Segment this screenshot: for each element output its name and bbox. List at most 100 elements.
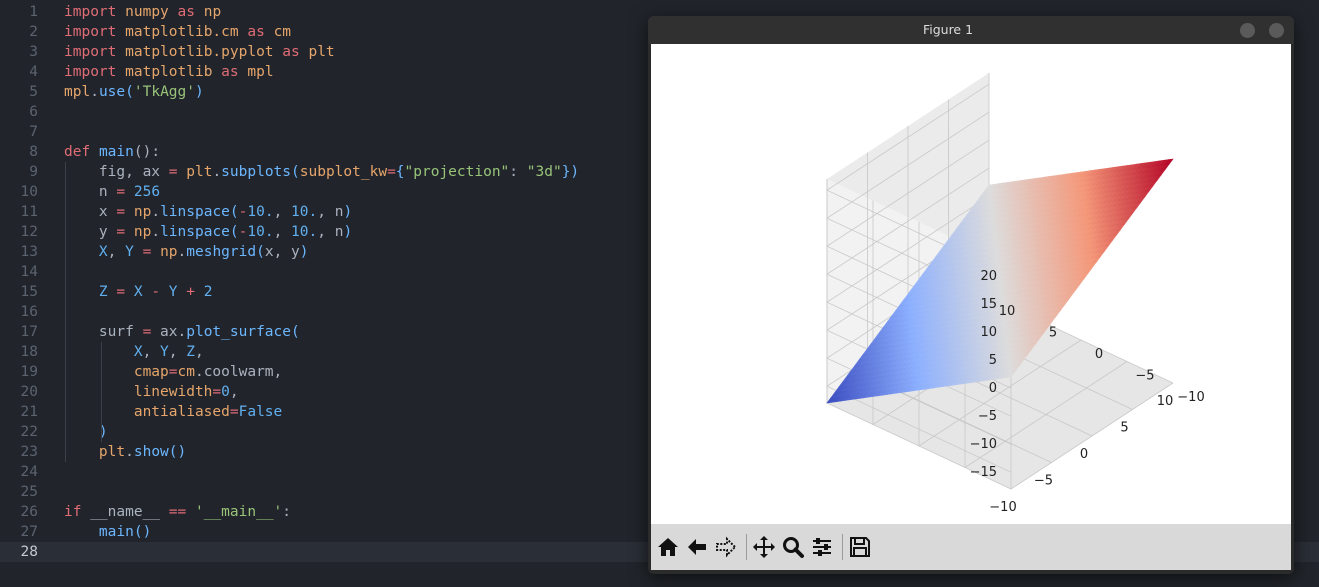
figure-titlebar[interactable]: Figure 1 xyxy=(648,16,1294,44)
code-token xyxy=(116,24,125,40)
pan-icon[interactable] xyxy=(752,535,776,559)
code-token xyxy=(195,4,204,20)
line-number: 3 xyxy=(29,44,38,60)
x-tick-label: 10 xyxy=(1157,394,1174,409)
zoom-icon[interactable] xyxy=(781,535,805,559)
code-text: surf = ax.plot_surface( xyxy=(64,322,300,342)
figure-window[interactable]: Figure 1 −10 −5 0 5 10 −10 −5 0 5 10 −15 −10 −5 0 5 10 1… xyxy=(648,16,1294,574)
code-token xyxy=(265,24,274,40)
code-line[interactable]: 7 xyxy=(0,122,1319,142)
code-line[interactable]: 26 if __name__ == '__main__': xyxy=(0,502,1319,522)
code-line[interactable]: 21 antialiased=False xyxy=(0,402,1319,422)
code-line[interactable]: 22 ) xyxy=(0,422,1319,442)
code-token: use xyxy=(98,84,126,100)
plot-canvas[interactable]: −10 −5 0 5 10 −10 −5 0 5 10 −15 −10 −5 0 5 10 15 20 xyxy=(651,44,1291,524)
code-line[interactable]: 10 n = 256 xyxy=(0,182,1319,202)
surface-patch xyxy=(984,183,995,191)
code-token: as xyxy=(177,4,195,20)
minimize-button[interactable] xyxy=(1240,23,1255,38)
code-line[interactable]: 15 Z = X - Y + 2 xyxy=(0,282,1319,302)
code-token: Z xyxy=(98,284,108,300)
code-line[interactable]: 17 surf = ax.plot_surface( xyxy=(0,322,1319,342)
code-token: n xyxy=(64,184,117,200)
save-icon[interactable] xyxy=(848,535,872,559)
code-line[interactable]: 2 import matplotlib.cm as cm xyxy=(0,22,1319,42)
code-token xyxy=(116,44,125,60)
code-line[interactable]: 11 x = np.linspace(-10., 10., n) xyxy=(0,202,1319,222)
code-line[interactable]: 19 cmap=cm.coolwarm, xyxy=(0,362,1319,382)
back-arrow-icon[interactable] xyxy=(685,535,709,559)
code-token xyxy=(134,244,143,260)
code-token: linewidth xyxy=(133,384,213,400)
code-token: = xyxy=(116,184,126,200)
code-text: X, Y = np.meshgrid(x, y) xyxy=(64,242,309,262)
forward-arrow-icon[interactable] xyxy=(714,535,738,559)
code-line[interactable]: 27 main() xyxy=(0,522,1319,542)
indent-guide xyxy=(101,342,102,442)
code-token: . xyxy=(212,164,222,180)
code-token: as xyxy=(247,24,265,40)
code-token: fig, ax xyxy=(64,164,169,180)
code-line[interactable]: 1 import numpy as np xyxy=(0,2,1319,22)
code-token: x xyxy=(64,204,117,220)
code-line[interactable]: 3 import matplotlib.pyplot as plt xyxy=(0,42,1319,62)
code-line[interactable]: 4 import matplotlib as mpl xyxy=(0,62,1319,82)
code-token: import xyxy=(64,64,117,80)
code-line[interactable]: 12 y = np.linspace(-10., 10., n) xyxy=(0,222,1319,242)
code-line[interactable]: 14 xyxy=(0,262,1319,282)
line-number: 8 xyxy=(29,144,38,160)
code-line[interactable]: 8 def main(): xyxy=(0,142,1319,162)
close-button[interactable] xyxy=(1269,23,1284,38)
code-token xyxy=(64,524,99,540)
code-token: = xyxy=(212,384,222,400)
code-line[interactable]: 6 xyxy=(0,102,1319,122)
code-token: np xyxy=(160,244,178,260)
code-line[interactable]: 9 fig, ax = plt.subplots(subplot_kw={"pr… xyxy=(0,162,1319,182)
line-number: 4 xyxy=(29,64,38,80)
line-number: 28 xyxy=(20,544,38,560)
code-line[interactable]: 23 plt.show() xyxy=(0,442,1319,462)
code-token: = xyxy=(168,364,178,380)
code-token: if xyxy=(64,504,82,520)
code-token: plt xyxy=(186,164,213,180)
z-tick-label: 5 xyxy=(989,353,997,368)
code-token: ) xyxy=(299,244,309,260)
code-token: ) xyxy=(343,224,353,240)
code-line[interactable]: 18 X, Y, Z, xyxy=(0,342,1319,362)
code-token: 10. xyxy=(291,204,318,220)
line-number: 26 xyxy=(20,504,38,520)
code-line[interactable]: 13 X, Y = np.meshgrid(x, y) xyxy=(0,242,1319,262)
code-token: numpy xyxy=(125,4,169,20)
code-token: '__main__' xyxy=(194,504,283,520)
code-token xyxy=(64,384,134,400)
line-number: 12 xyxy=(20,224,38,240)
code-token: ( xyxy=(125,84,134,100)
code-text: x = np.linspace(-10., 10., n) xyxy=(64,202,352,222)
code-token xyxy=(64,404,134,420)
code-token: + xyxy=(186,284,195,300)
code-text: n = 256 xyxy=(64,182,160,202)
indent-guide xyxy=(65,162,66,462)
code-line[interactable]: 24 xyxy=(0,462,1319,482)
code-token xyxy=(64,424,99,440)
code-token: , xyxy=(194,344,204,360)
code-line[interactable]: 5 mpl.use('TkAgg') xyxy=(0,82,1319,102)
code-line[interactable]: 25 xyxy=(0,482,1319,502)
code-token xyxy=(151,244,160,260)
code-token: import xyxy=(64,44,117,60)
code-line[interactable]: 16 xyxy=(0,302,1319,322)
code-token: X xyxy=(133,344,143,360)
code-token: subplot_kw xyxy=(299,164,388,180)
code-token: 10. xyxy=(247,224,274,240)
home-icon[interactable] xyxy=(656,535,680,559)
code-token: cm xyxy=(273,24,292,40)
code-line[interactable]: 20 linewidth=0, xyxy=(0,382,1319,402)
configure-subplots-icon[interactable] xyxy=(810,535,834,559)
code-token xyxy=(64,344,134,360)
code-token: = xyxy=(116,284,126,300)
code-text: plt.show() xyxy=(64,442,186,462)
code-token: . xyxy=(90,84,99,100)
code-token: ax. xyxy=(151,324,187,340)
code-text: linewidth=0, xyxy=(64,382,239,402)
code-token: plt xyxy=(308,44,335,60)
